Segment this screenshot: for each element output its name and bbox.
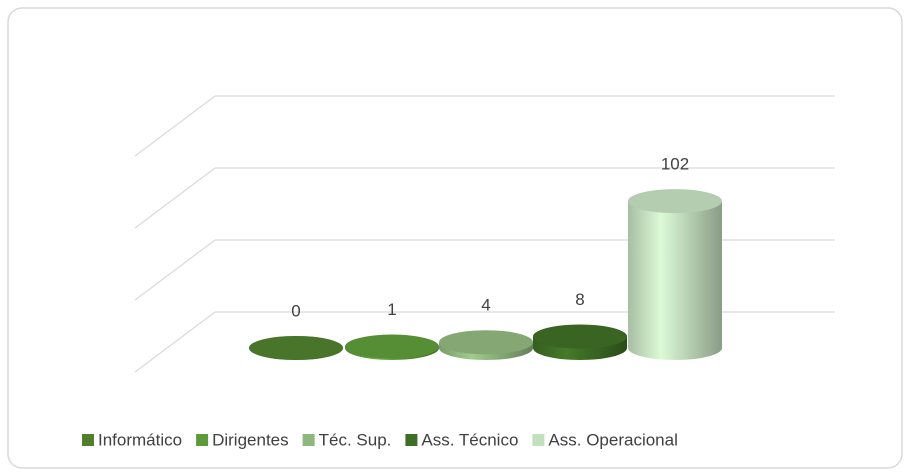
cylinder-body [628,201,722,348]
data-label: 4 [481,296,490,315]
grid-line [134,167,216,229]
legend-label: Ass. Operacional [548,430,677,449]
grid-line [134,311,216,373]
legend-swatch [82,434,94,446]
cylinder [439,330,533,360]
legend-label: Téc. Sup. [319,430,392,449]
data-label: 102 [661,155,689,174]
legend-label: Informático [98,430,182,449]
grid-line [134,95,216,157]
legend-label: Dirigentes [212,430,289,449]
data-label: 1 [387,300,396,319]
cylinder [533,324,627,360]
cylinder-top [439,330,533,355]
legend-label: Ass. Técnico [421,430,518,449]
cylinder [628,189,722,360]
cylinder [249,336,343,360]
cylinder-top [345,334,439,359]
cylinder-top [628,189,722,214]
legend-swatch [302,434,315,446]
chart-border [7,7,903,469]
data-label: 0 [291,301,300,320]
cylinder [345,334,439,360]
legend-swatch [196,434,209,446]
data-label: 8 [575,290,584,309]
legend-swatch [532,434,545,446]
legend-swatch [405,434,418,446]
cylinder-top [249,336,343,360]
grid-line [134,239,216,301]
cylinder-top [533,324,627,349]
